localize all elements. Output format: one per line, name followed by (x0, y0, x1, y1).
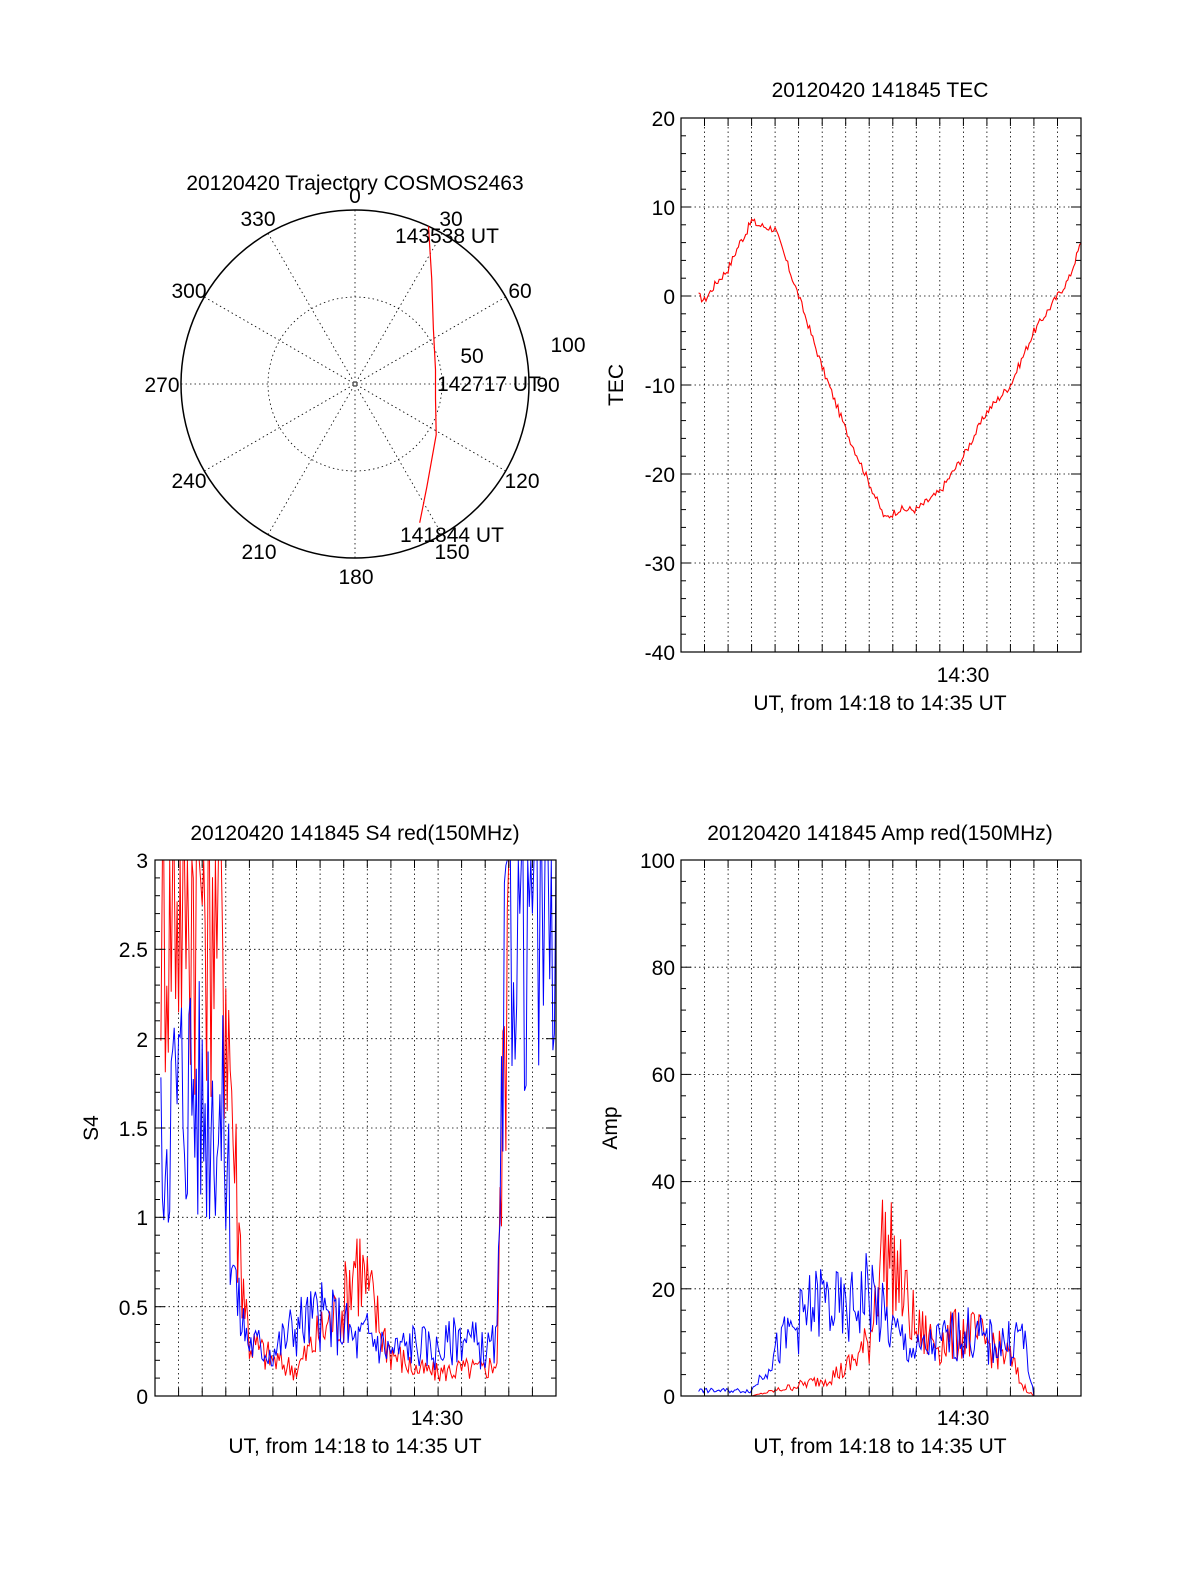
annotation-142717-ut: 142717 UT (437, 373, 541, 396)
s4-ytick-2p5: 2.5 (119, 939, 148, 962)
angle-label-270: 270 (144, 374, 179, 397)
amp-ytick-100: 100 (640, 850, 675, 873)
s4-series (160, 859, 557, 1382)
tec-ytick-m20: -20 (645, 464, 675, 487)
tec-ytick-10: 10 (652, 197, 675, 220)
angle-label-300: 300 (171, 280, 206, 303)
tec-grid (681, 118, 1081, 652)
series-line-0 (698, 218, 1082, 519)
tec-ytick-m10: -10 (645, 375, 675, 398)
tec-ytick-m30: -30 (645, 553, 675, 576)
s4-title: 20120420 141845 S4 red(150MHz) (190, 822, 519, 845)
annotation-143538-ut: 143538 UT (395, 225, 499, 248)
s4-xlabel: UT, from 14:18 to 14:35 UT (228, 1435, 481, 1458)
angle-label-240: 240 (171, 470, 206, 493)
angle-label-330: 330 (240, 208, 275, 231)
s4-grid (155, 860, 556, 1396)
s4-y-tick-labels: 3 2.5 2 1.5 1 0.5 0 (119, 850, 148, 1409)
polar-outer-circle (180, 209, 530, 559)
angle-label-210: 210 (241, 541, 276, 564)
tec-series (698, 218, 1082, 519)
amp-plot-frame (680, 859, 1082, 1397)
amp-title: 20120420 141845 Amp red(150MHz) (707, 822, 1053, 845)
angle-label-30: 30 (439, 208, 462, 231)
s4-ytick-3: 3 (136, 850, 148, 873)
series-line-0 (160, 859, 510, 1382)
amp-series (698, 1199, 1081, 1397)
tec-ticks (681, 117, 1081, 653)
amp-ytick-60: 60 (652, 1064, 675, 1087)
angle-label-180: 180 (338, 566, 373, 589)
amp-xtick-1430: 14:30 (937, 1407, 990, 1430)
tec-xlabel: UT, from 14:18 to 14:35 UT (753, 692, 1006, 715)
radius-label-50: 50 (460, 345, 483, 368)
amp-ytick-40: 40 (652, 1171, 675, 1194)
polar-angle-labels: 0 30 60 90 120 150 180 210 240 270 300 3… (144, 185, 559, 589)
trajectory-polar-panel: 20120420 Trajectory COSMOS2463 0 30 60 9… (144, 172, 585, 589)
amp-panel: 20120420 141845 Amp red(150MHz) 100 80 6… (599, 822, 1082, 1458)
tec-ytick-m40: -40 (645, 642, 675, 665)
annotation-141844-ut: 141844 UT (400, 524, 504, 547)
angle-label-0: 0 (349, 185, 361, 208)
s4-panel: 20120420 141845 S4 red(150MHz) 3 2.5 2 1… (80, 822, 557, 1458)
s4-plot-frame (154, 859, 557, 1397)
angle-label-120: 120 (504, 470, 539, 493)
amp-ytick-0: 0 (663, 1386, 675, 1409)
s4-ylabel: S4 (80, 1115, 103, 1141)
s4-ytick-1p5: 1.5 (119, 1118, 148, 1141)
radius-label-100: 100 (550, 334, 585, 357)
s4-xtick-1430: 14:30 (411, 1407, 464, 1430)
amp-grid (681, 860, 1081, 1396)
s4-ytick-0p5: 0.5 (119, 1297, 148, 1320)
tec-ytick-0: 0 (663, 286, 675, 309)
series-line-1 (160, 859, 557, 1371)
tec-y-tick-labels: 20 10 0 -10 -20 -30 -40 (645, 108, 675, 665)
tec-ytick-20: 20 (652, 108, 675, 131)
tec-ylabel: TEC (605, 364, 628, 406)
angle-label-60: 60 (508, 280, 531, 303)
s4-ytick-1: 1 (136, 1207, 148, 1230)
amp-ylabel: Amp (599, 1106, 622, 1149)
amp-ytick-80: 80 (652, 957, 675, 980)
tec-panel: 20120420 141845 TEC 20 10 0 -10 -20 -30 … (605, 79, 1082, 715)
angle-label-90: 90 (536, 374, 559, 397)
s4-ticks (155, 859, 556, 1397)
polar-grid (181, 210, 529, 558)
amp-y-tick-labels: 100 80 60 40 20 0 (640, 850, 675, 1409)
tec-xtick-1430: 14:30 (937, 664, 990, 687)
angle-label-150: 150 (434, 541, 469, 564)
s4-ytick-0: 0 (136, 1386, 148, 1409)
amp-ticks (681, 859, 1081, 1397)
tec-title: 20120420 141845 TEC (772, 79, 989, 102)
polar-title: 20120420 Trajectory COSMOS2463 (186, 172, 523, 195)
s4-ytick-2: 2 (136, 1029, 148, 1052)
amp-ytick-20: 20 (652, 1279, 675, 1302)
series-line-0 (698, 1199, 1081, 1397)
series-line-1 (698, 1253, 1081, 1397)
amp-xlabel: UT, from 14:18 to 14:35 UT (753, 1435, 1006, 1458)
trajectory-line (419, 226, 437, 523)
